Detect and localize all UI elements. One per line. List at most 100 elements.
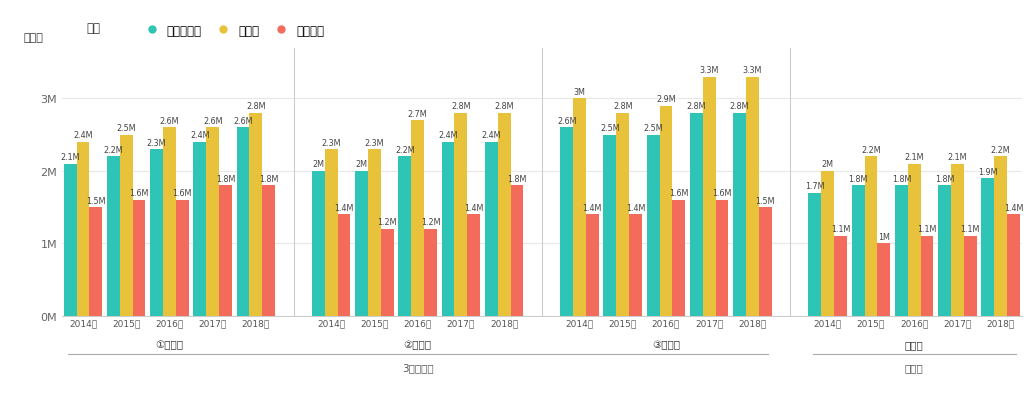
Bar [938, 186, 952, 316]
Bar [851, 186, 865, 316]
Bar [175, 200, 189, 316]
Text: 地方圈: 地方圈 [905, 340, 924, 350]
Bar [659, 107, 673, 316]
Bar [381, 229, 394, 316]
Text: 3.3M: 3.3M [700, 66, 719, 75]
Text: 3.3M: 3.3M [743, 66, 762, 75]
Bar [560, 128, 573, 316]
Text: 2M: 2M [356, 160, 367, 169]
Bar [250, 114, 262, 316]
Text: 2.9M: 2.9M [656, 95, 676, 104]
Bar [689, 114, 703, 316]
Text: 2M: 2M [313, 160, 324, 169]
Text: 1.1M: 1.1M [917, 225, 937, 234]
Text: 1.8M: 1.8M [848, 175, 868, 183]
Bar [808, 193, 821, 316]
Text: 1.8M: 1.8M [892, 175, 911, 183]
Text: 1.5M: 1.5M [755, 196, 775, 205]
Text: 凡例: 凡例 [86, 22, 100, 35]
Text: 2.5M: 2.5M [600, 124, 619, 133]
Bar [511, 186, 523, 316]
Bar [355, 171, 368, 316]
Text: 2.8M: 2.8M [686, 102, 706, 111]
Text: 2.2M: 2.2M [861, 145, 880, 154]
Text: ②中京圈: ②中京圈 [404, 340, 431, 350]
Text: 2.7M: 2.7M [408, 109, 427, 118]
Bar [981, 179, 994, 316]
Bar [994, 157, 1007, 316]
Bar [411, 121, 424, 316]
Bar [262, 186, 276, 316]
Bar [236, 128, 250, 316]
Text: 1.4M: 1.4M [334, 203, 354, 212]
Bar [746, 77, 759, 316]
Bar [337, 215, 351, 316]
Bar [821, 171, 834, 316]
Bar [454, 114, 467, 316]
Bar [630, 215, 642, 316]
Text: 2.6M: 2.6M [233, 117, 253, 126]
Bar [398, 157, 411, 316]
Text: 1.6M: 1.6M [712, 189, 732, 198]
Bar [150, 150, 163, 316]
Text: 1.1M: 1.1M [961, 225, 980, 234]
Text: 2.8M: 2.8M [451, 102, 471, 111]
Bar [908, 164, 921, 316]
Bar [952, 164, 964, 316]
Legend: 受入平均額, 大企機, 中小企機: 受入平均額, 大企機, 中小企機 [135, 20, 329, 42]
Text: 1.1M: 1.1M [831, 225, 850, 234]
Text: 2.8M: 2.8M [494, 102, 514, 111]
Text: 地方圈: 地方圈 [905, 362, 924, 372]
Bar [368, 150, 381, 316]
Text: 2.3M: 2.3M [147, 138, 166, 147]
Text: 2.2M: 2.2M [395, 145, 415, 154]
Bar [90, 207, 102, 316]
Text: 1.8M: 1.8M [935, 175, 955, 183]
Bar [1007, 215, 1020, 316]
Text: ③関西圈: ③関西圈 [652, 340, 680, 350]
Bar [586, 215, 599, 316]
Text: 2.1M: 2.1M [904, 153, 924, 162]
Text: 2.5M: 2.5M [117, 124, 136, 133]
Text: 3M: 3M [574, 87, 585, 97]
Bar [895, 186, 908, 316]
Bar [325, 150, 337, 316]
Bar [107, 157, 120, 316]
Bar [647, 135, 659, 316]
Bar [193, 143, 206, 316]
Bar [442, 143, 454, 316]
Bar [485, 143, 497, 316]
Text: 1.6M: 1.6M [669, 189, 688, 198]
Text: 1.4M: 1.4M [625, 203, 645, 212]
Text: 2.2M: 2.2M [991, 145, 1010, 154]
Text: 2.3M: 2.3M [321, 138, 341, 147]
Text: 1.2M: 1.2M [421, 218, 441, 227]
Bar [312, 171, 325, 316]
Text: 2.1M: 2.1M [947, 153, 967, 162]
Text: 1.8M: 1.8M [216, 175, 235, 183]
Bar [206, 128, 219, 316]
Bar [616, 114, 630, 316]
Text: 1.4M: 1.4M [464, 203, 483, 212]
Text: 2.8M: 2.8M [730, 102, 749, 111]
Text: 1.8M: 1.8M [259, 175, 279, 183]
Bar [120, 135, 132, 316]
Text: 2.6M: 2.6M [557, 117, 577, 126]
Bar [424, 229, 437, 316]
Bar [759, 207, 772, 316]
Bar [964, 237, 976, 316]
Bar [163, 128, 175, 316]
Text: 2.4M: 2.4M [73, 131, 93, 140]
Text: 2.4M: 2.4M [439, 131, 458, 140]
Bar [604, 135, 616, 316]
Text: 2.4M: 2.4M [190, 131, 209, 140]
Text: 1.5M: 1.5M [86, 196, 105, 205]
Text: 2.6M: 2.6M [160, 117, 180, 126]
Bar [573, 99, 586, 316]
Text: 2.6M: 2.6M [203, 117, 222, 126]
Bar [132, 200, 146, 316]
Text: 2.8M: 2.8M [246, 102, 265, 111]
Bar [64, 164, 76, 316]
Bar [497, 114, 511, 316]
Text: 2M: 2M [821, 160, 834, 169]
